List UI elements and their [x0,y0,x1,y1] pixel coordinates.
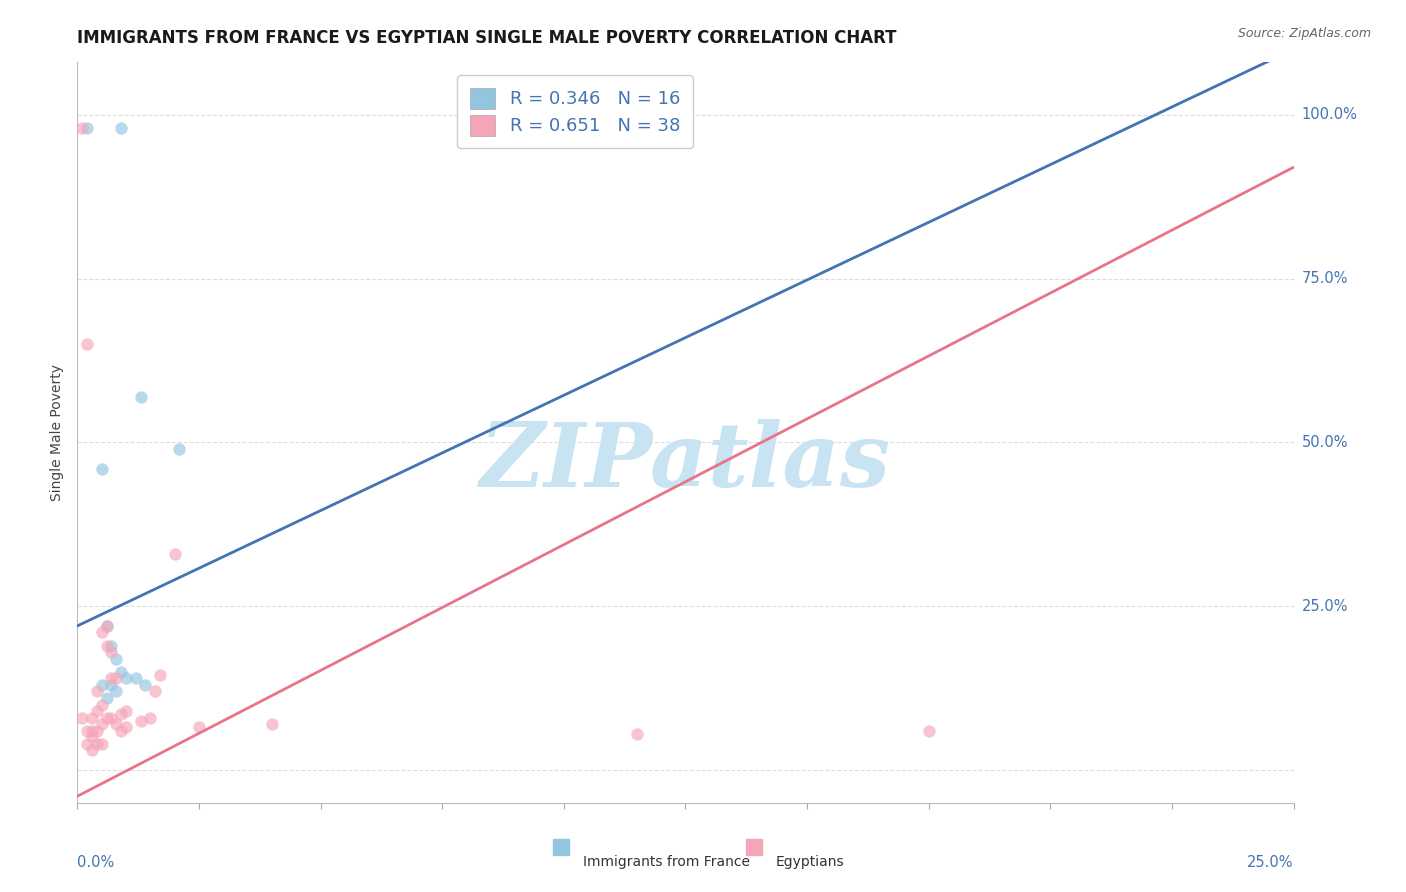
Text: 25.0%: 25.0% [1247,855,1294,870]
Point [110,723,132,738]
Point [100,639,122,653]
Point [105,671,128,685]
Point [139,711,162,725]
Point [96,639,118,653]
Point [169,442,191,456]
Point [76,120,98,135]
Text: IMMIGRANTS FROM FRANCE VS EGYPTIAN SINGLE MALE POVERTY CORRELATION CHART: IMMIGRANTS FROM FRANCE VS EGYPTIAN SINGL… [77,29,897,47]
Point [100,711,122,725]
Point [70,120,93,135]
Point [86,704,108,718]
Point [80,723,103,738]
Point [90,698,112,712]
Point [115,671,138,685]
Point [96,619,118,633]
Text: 25.0%: 25.0% [1302,599,1348,614]
Point [149,668,172,682]
Point [129,390,152,404]
Point [96,619,118,633]
Point [260,717,283,731]
Point [110,707,132,722]
Point [90,717,112,731]
Point [188,721,211,735]
Point [163,547,186,561]
Point [80,731,103,745]
Y-axis label: Single Male Poverty: Single Male Poverty [51,364,65,501]
Point [129,714,152,728]
Point [90,678,112,692]
Point [86,684,108,698]
Legend: R = 0.346   N = 16, R = 0.651   N = 38: R = 0.346 N = 16, R = 0.651 N = 38 [457,75,693,148]
Point [80,743,103,757]
Text: Source: ZipAtlas.com: Source: ZipAtlas.com [1237,27,1371,40]
Text: 100.0%: 100.0% [1302,107,1358,122]
Point [105,684,128,698]
Point [100,645,122,659]
Point [143,684,166,698]
Point [76,737,98,751]
Point [125,671,148,685]
Point [96,711,118,725]
Point [626,727,648,741]
Point [105,717,128,731]
Point [115,721,138,735]
Point [76,723,98,738]
Point [115,704,138,718]
Point [105,651,128,665]
Text: Egyptians: Egyptians [776,855,844,869]
Text: Immigrants from France: Immigrants from France [583,855,751,869]
Point [76,337,98,351]
Point [134,678,156,692]
Point [110,120,132,135]
Text: ZIPatlas: ZIPatlas [479,419,891,506]
Point [96,690,118,705]
Point [80,711,103,725]
Point [86,723,108,738]
Point [918,723,941,738]
Text: 50.0%: 50.0% [1302,435,1348,450]
Point [110,665,132,679]
Point [100,671,122,685]
Point [100,678,122,692]
Point [90,625,112,640]
Point [90,461,112,475]
Text: 0.0%: 0.0% [77,855,114,870]
Text: 75.0%: 75.0% [1302,271,1348,286]
Point [70,711,93,725]
Point [86,737,108,751]
Point [90,737,112,751]
